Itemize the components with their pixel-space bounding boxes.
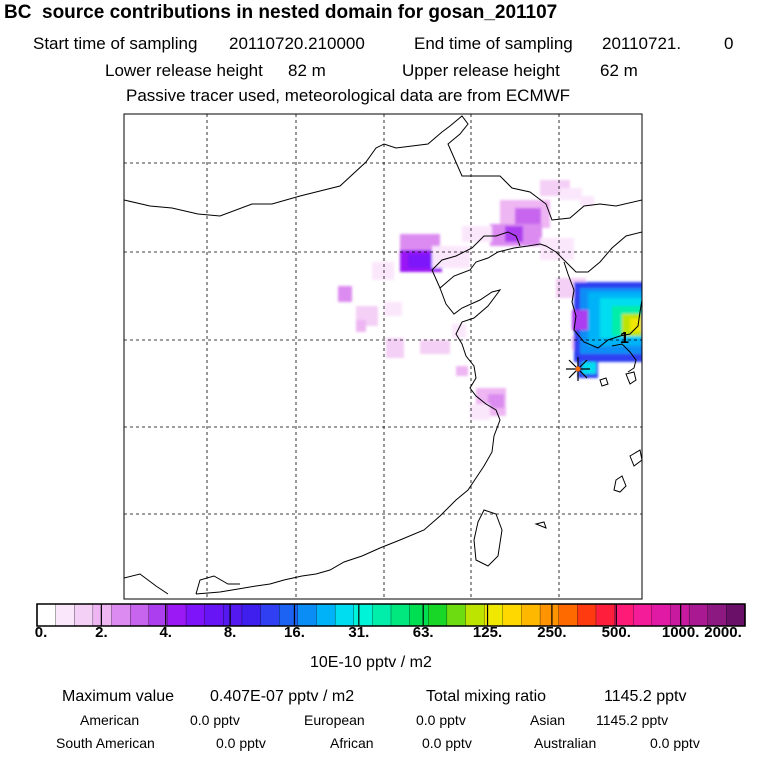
asterisk-icon xyxy=(566,357,590,381)
colorbar-cell xyxy=(36,603,57,627)
region-value: 0.0 pptv xyxy=(216,735,266,751)
graticule xyxy=(124,114,642,599)
colorbar-cell xyxy=(670,603,690,627)
colorbar-tick-label: 250. xyxy=(537,624,567,641)
region-value: 0.0 pptv xyxy=(416,712,466,728)
colorbar-cell xyxy=(633,603,653,627)
region-name: African xyxy=(330,735,374,751)
start-time-value: 20110720.210000 xyxy=(229,34,365,53)
marker-label: 1 xyxy=(620,330,629,347)
end-time-suffix: 0 xyxy=(724,34,734,53)
region-name: European xyxy=(304,712,365,728)
region-name: South American xyxy=(56,735,155,751)
total-mixing-label: Total mixing ratio xyxy=(426,688,547,705)
colorbar-cell xyxy=(428,603,448,627)
region-value: 0.0 pptv xyxy=(650,735,700,751)
colorbar-tick-label: 63. xyxy=(412,624,434,641)
colorbar-tick-label: 4. xyxy=(159,624,172,641)
colorbar-tick-label: 0. xyxy=(34,624,48,641)
total-mixing-value: 1145.2 pptv xyxy=(604,688,687,705)
region-name: Asian xyxy=(530,712,566,728)
colorbar-cell xyxy=(316,603,336,627)
colorbar-cell xyxy=(409,603,429,627)
colorbar-tick-label: 2. xyxy=(95,624,108,641)
figure-title: BC source contributions in nested domain… xyxy=(4,2,558,23)
colorbar-cell xyxy=(595,603,616,627)
colorbar-tick-label: 31. xyxy=(348,624,370,641)
colorbar-cell xyxy=(558,603,578,627)
colorbar-cell xyxy=(446,603,466,627)
colorbar-cell xyxy=(130,603,150,627)
coastlines xyxy=(124,115,642,595)
tracer-note: Passive tracer used, meteorological data… xyxy=(126,86,571,105)
colorbar-cell xyxy=(55,603,75,627)
colorbar-cell xyxy=(353,603,373,627)
colorbar-cell xyxy=(707,603,727,627)
max-value-label: Maximum value xyxy=(62,688,175,705)
region-name: American xyxy=(80,712,140,728)
colorbar-cell xyxy=(92,603,112,627)
colorbar-cell xyxy=(111,603,131,627)
colorbar-cell xyxy=(372,603,392,627)
colorbar-cell xyxy=(185,603,206,627)
lower-height-value: 82 m xyxy=(288,61,326,80)
colorbar-cell xyxy=(577,603,597,627)
colorbar-cell xyxy=(502,603,522,627)
colorbar-units: 10E-10 pptv / m2 xyxy=(310,654,432,671)
upper-height-label: Upper release height xyxy=(402,61,560,80)
colorbar-cell xyxy=(241,603,262,627)
start-time-label: Start time of sampling xyxy=(33,34,198,53)
colorbar-cell xyxy=(651,603,671,627)
colorbar-frame xyxy=(36,603,746,627)
end-time-label: End time of sampling xyxy=(414,34,573,53)
colorbar-cell xyxy=(260,603,280,627)
region-name: Australian xyxy=(534,735,597,751)
colorbar-tick-label: 8. xyxy=(223,624,237,641)
colorbar-cell xyxy=(614,603,634,627)
colorbar-cell xyxy=(726,603,746,627)
colorbar-cell xyxy=(74,603,94,627)
colorbar-cell xyxy=(167,603,187,627)
colorbar-tick-label: 16. xyxy=(284,624,305,641)
colorbar-cell xyxy=(539,603,560,627)
max-value: 0.407E-07 pptv / m2 xyxy=(210,688,355,705)
upper-height-value: 62 m xyxy=(600,61,638,80)
colorbar-cell xyxy=(279,603,299,627)
colorbar-cell xyxy=(521,603,541,627)
colorbar-tick-label: 500. xyxy=(601,624,631,641)
colorbar-cell xyxy=(465,603,485,627)
colorbar-cell xyxy=(148,603,168,627)
region-value: 0.0 pptv xyxy=(422,735,472,751)
region-value: 1145.2 pptv xyxy=(596,712,669,728)
region-value: 0.0 pptv xyxy=(190,712,240,728)
concentration-field xyxy=(338,180,642,420)
colorbar-tick-label: 2000. xyxy=(704,624,742,641)
map-frame xyxy=(123,113,643,600)
colorbar-cell xyxy=(390,603,411,627)
colorbar-cell xyxy=(334,603,355,627)
lower-height-label: Lower release height xyxy=(105,61,263,80)
colorbar-cell xyxy=(688,603,709,627)
colorbar-tick-label: 1000. xyxy=(661,624,700,641)
end-time-value: 20110721. xyxy=(602,34,682,53)
colorbar-cell xyxy=(297,603,317,627)
colorbar-cell xyxy=(204,603,224,627)
colorbar-cell xyxy=(223,603,243,627)
colorbar-tick-label: 125. xyxy=(472,624,503,641)
